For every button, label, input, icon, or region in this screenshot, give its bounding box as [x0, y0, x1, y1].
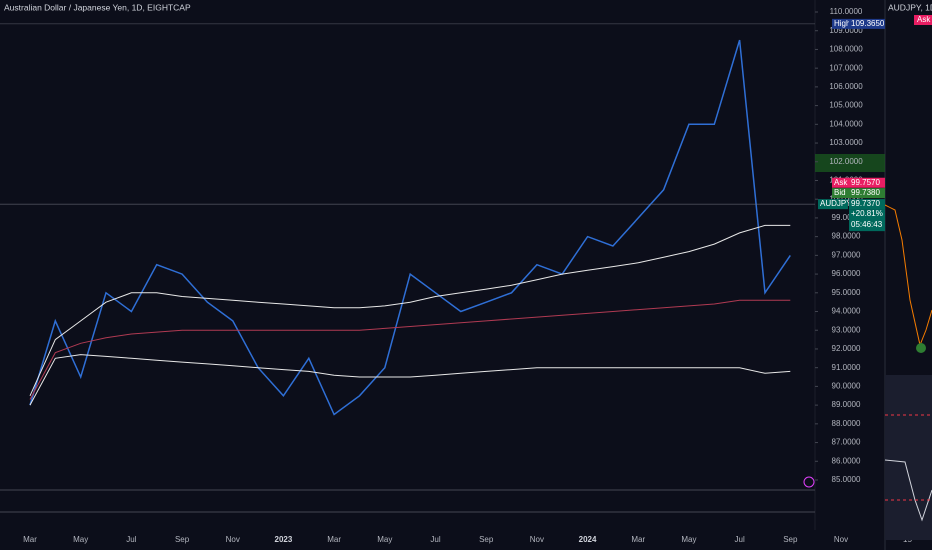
- x-tick-label: May: [73, 535, 88, 544]
- y-tick-label: 86.0000: [832, 456, 861, 465]
- x-tick-label: Jul: [430, 535, 440, 544]
- price-name: AUDJPY: [820, 199, 852, 208]
- y-tick-label: 88.0000: [832, 419, 861, 428]
- change: +20.81%: [851, 209, 883, 218]
- y-tick-label: 108.0000: [829, 45, 863, 54]
- price-label: 99.7570: [851, 178, 880, 187]
- series-line: [29, 224, 791, 397]
- price-label-box: [849, 177, 885, 188]
- price-name: Ask: [834, 178, 848, 187]
- y-tick-label: 89.0000: [832, 400, 861, 409]
- y-tick-label: 99.0000: [832, 213, 861, 222]
- price-name-box: [832, 188, 849, 199]
- x-tick-label: Nov: [226, 535, 240, 544]
- series-line: [29, 299, 791, 400]
- price-label: 99.7370: [851, 199, 880, 208]
- price-name: Bid: [834, 188, 846, 197]
- y-tick-label: 110.0000: [830, 7, 863, 16]
- side-tag: Ask: [917, 15, 931, 24]
- chart-title: Australian Dollar / Japanese Yen, 1D, EI…: [4, 2, 191, 12]
- y-tick-label: 94.0000: [832, 307, 861, 316]
- x-tick-label: Sep: [175, 535, 190, 544]
- price-name-box: [832, 177, 849, 188]
- y-tick-label: 91.0000: [832, 363, 861, 372]
- y-tick-label: 87.0000: [832, 438, 861, 447]
- series-line: [29, 354, 791, 406]
- y-tick-label: 92.0000: [832, 344, 861, 353]
- price-name: High: [834, 19, 850, 28]
- price-name-box: [818, 199, 848, 210]
- y-tick-label: 97.0000: [832, 250, 861, 259]
- side-line: [884, 204, 932, 347]
- y-tick-label: 104.0000: [829, 119, 863, 128]
- countdown: 05:46:43: [851, 220, 883, 229]
- x-tick-label: Mar: [631, 535, 645, 544]
- y-tick-label: 106.0000: [829, 82, 863, 91]
- y-tick-label: 107.0000: [829, 63, 863, 72]
- price-label-box: [849, 18, 885, 29]
- price-name-box: [832, 18, 849, 29]
- x-tick-label: Jul: [735, 535, 745, 544]
- x-tick-label: Sep: [479, 535, 494, 544]
- price-label: 109.3650: [851, 19, 885, 28]
- side-title: AUDJPY, 1D, E: [888, 2, 932, 12]
- x-tick-label: Nov: [530, 535, 544, 544]
- x-tick-label: Jul: [126, 535, 136, 544]
- y-tick-label: 90.0000: [832, 382, 861, 391]
- price-label-box: [849, 188, 885, 199]
- series-line: [29, 39, 791, 416]
- x-tick-label: May: [377, 535, 392, 544]
- x-tick-label: Nov: [834, 535, 848, 544]
- side-marker: [916, 343, 926, 353]
- y-tick-label: 95.0000: [832, 288, 861, 297]
- x-tick-label: 2024: [579, 535, 597, 544]
- y-tick-label: 102.0000: [829, 157, 863, 166]
- y-tick-label: 93.0000: [832, 325, 861, 334]
- side-tag-box: [914, 15, 932, 25]
- zone-box: [815, 154, 885, 172]
- y-tick-label: 103.0000: [829, 138, 863, 147]
- y-tick-label: 105.0000: [829, 101, 863, 110]
- y-tick-label: 96.0000: [832, 269, 861, 278]
- y-tick-label: 85.0000: [832, 475, 861, 484]
- y-tick-label: 109.0000: [829, 26, 863, 35]
- x-tick-label: Sep: [783, 535, 798, 544]
- y-tick-label: 98.0000: [832, 232, 861, 241]
- y-tick-label: 100.0000: [829, 194, 863, 203]
- x-tick-label: 2023: [275, 535, 293, 544]
- x-tick-label: May: [681, 535, 696, 544]
- event-icon: [803, 476, 815, 488]
- info-box: [849, 209, 885, 232]
- x-tick-label: Mar: [23, 535, 37, 544]
- x-tick-label: Mar: [327, 535, 341, 544]
- price-label: 99.7380: [851, 188, 880, 197]
- price-label-box: [849, 199, 885, 210]
- side-pane: [885, 375, 932, 540]
